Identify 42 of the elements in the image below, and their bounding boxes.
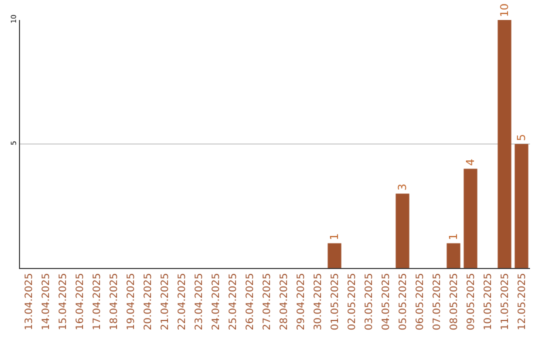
x-tick-label: 25.04.2025 <box>228 273 239 330</box>
data-label: 3 <box>396 184 409 191</box>
x-tick-label: 08.05.2025 <box>448 273 460 330</box>
x-tick-label: 19.04.2025 <box>126 273 137 330</box>
x-tick-label: 11.05.2025 <box>500 273 511 330</box>
x-tick-label: 06.05.2025 <box>414 273 426 330</box>
data-label: 4 <box>464 158 477 166</box>
x-tick-label: 18.04.2025 <box>108 273 120 330</box>
x-tick-label: 02.05.2025 <box>346 273 358 330</box>
data-label: 1 <box>328 233 341 240</box>
x-tick-label: 10.05.2025 <box>482 273 494 330</box>
x-tick-label: 17.04.2025 <box>92 273 103 330</box>
x-tick-label: 20.04.2025 <box>142 273 154 330</box>
x-tick-label: 04.05.2025 <box>380 273 392 330</box>
x-tick-label: 26.04.2025 <box>244 273 256 330</box>
bar <box>498 20 512 268</box>
x-tick-label: 12.05.2025 <box>516 273 528 330</box>
x-tick-label: 29.04.2025 <box>296 273 307 330</box>
x-tick-label: 15.04.2025 <box>58 273 69 330</box>
bar <box>464 168 478 268</box>
x-tick-label: 24.04.2025 <box>210 273 222 330</box>
x-tick-label: 01.05.2025 <box>330 273 341 330</box>
x-tick-label: 13.04.2025 <box>24 273 35 330</box>
x-tick-label: 07.05.2025 <box>432 273 443 330</box>
x-tick-label: 23.04.2025 <box>194 273 205 330</box>
bar <box>396 194 410 268</box>
data-label: 10 <box>498 3 511 17</box>
x-tick-label: 28.04.2025 <box>278 273 290 330</box>
x-tick-label: 09.05.2025 <box>466 273 477 330</box>
bar <box>514 144 528 268</box>
x-tick-label: 03.05.2025 <box>364 273 375 330</box>
data-label: 5 <box>515 134 528 141</box>
x-tick-label: 27.04.2025 <box>262 273 273 330</box>
data-label: 1 <box>447 233 460 240</box>
bar <box>328 243 342 268</box>
x-tick-label: 22.04.2025 <box>176 273 188 330</box>
x-tick-label: 16.04.2025 <box>74 273 86 330</box>
x-tick-label: 21.04.2025 <box>160 273 171 330</box>
x-tick-label: 30.04.2025 <box>312 273 324 330</box>
bar <box>446 243 460 268</box>
x-tick-label: 14.04.2025 <box>40 273 52 330</box>
x-tick-label: 05.05.2025 <box>398 273 409 330</box>
